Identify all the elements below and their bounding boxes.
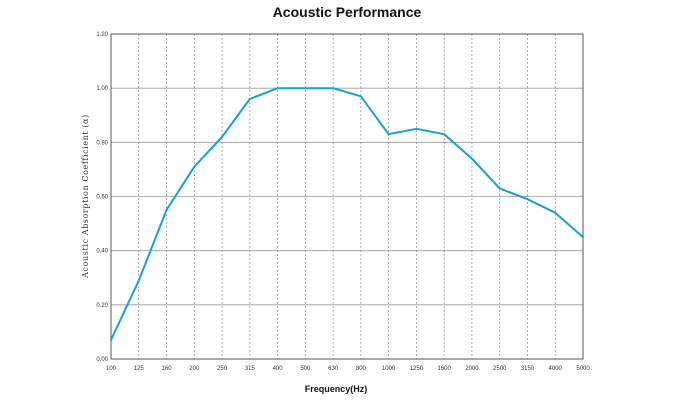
data-point (166, 209, 168, 211)
x-tick-label: 250 (217, 366, 228, 372)
y-axis-ticks: 0.00 0.20 0.40 0.60 0.80 1.00 1.20 (96, 32, 108, 363)
x-axis-title: Frequency(Hz) (305, 384, 368, 394)
plot-area-border (110, 33, 584, 360)
y-axis-title: Acoustic Absorption Coefficient (α) (81, 114, 90, 279)
x-tick-label: 2000 (465, 366, 479, 372)
series-line (110, 87, 584, 341)
x-tick-label: 500 (300, 366, 311, 372)
x-axis-ticks: 100 125 160 200 250 315 400 500 630 800 1000 1250 16… (106, 366, 590, 372)
y-tick-label: 0.60 (96, 195, 108, 201)
data-point (193, 166, 195, 168)
data-point (554, 212, 556, 214)
data-point (388, 133, 390, 135)
data-point (360, 95, 362, 97)
x-tick-label: 1000 (382, 366, 396, 372)
x-tick-label: 1250 (410, 366, 424, 372)
y-tick-label: 0.80 (96, 140, 108, 146)
y-tick-label: 0.40 (96, 249, 108, 255)
series-layer (110, 87, 584, 341)
x-tick-label: 160 (162, 366, 173, 372)
data-point (415, 128, 417, 130)
x-tick-label: 630 (328, 366, 339, 372)
data-point (471, 158, 473, 160)
x-tick-label: 400 (273, 366, 284, 372)
x-tick-label: 4000 (549, 366, 563, 372)
data-point (249, 98, 251, 100)
data-point (443, 133, 445, 135)
data-point (221, 136, 223, 138)
data-point (138, 279, 140, 281)
x-tick-label: 800 (356, 366, 367, 372)
x-tick-label: 100 (106, 366, 117, 372)
x-tick-label: 200 (189, 366, 200, 372)
chart-title: Acoustic Performance (273, 4, 422, 20)
plot-frame (110, 33, 584, 360)
x-tick-label: 2500 (493, 366, 507, 372)
x-tick-label: 125 (134, 366, 145, 372)
data-point (499, 187, 501, 189)
data-point (526, 198, 528, 200)
x-tick-label: 3150 (521, 366, 535, 372)
x-tick-label: 1600 (437, 366, 451, 372)
grid-layer (111, 33, 583, 360)
y-tick-label: 1.20 (96, 32, 108, 38)
y-tick-label: 1.00 (96, 86, 108, 92)
data-point (582, 236, 584, 238)
y-tick-label: 0.00 (96, 357, 108, 363)
data-point (304, 87, 306, 89)
data-point (332, 87, 334, 89)
x-tick-label: 315 (245, 366, 256, 372)
data-point (110, 339, 112, 341)
data-point (277, 87, 279, 89)
y-tick-label: 0.20 (96, 303, 108, 309)
x-tick-label: 5000 (576, 366, 590, 372)
